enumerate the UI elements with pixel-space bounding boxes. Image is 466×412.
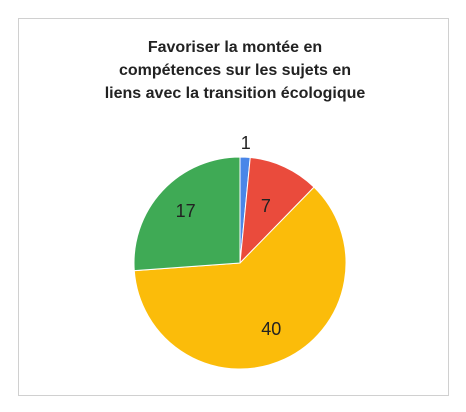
pie-slice — [133, 186, 347, 370]
data-label: 17 — [176, 201, 196, 221]
data-label: 7 — [261, 196, 271, 216]
data-label: 1 — [241, 133, 251, 153]
chart-title: Favoriser la montée en — [148, 39, 322, 56]
data-label: 40 — [261, 319, 281, 339]
chart-title: compétences sur les sujets en — [119, 62, 351, 79]
pie-slice — [133, 156, 241, 272]
chart-title: liens avec la transition écologique — [105, 85, 366, 102]
pie-slice — [239, 156, 315, 265]
